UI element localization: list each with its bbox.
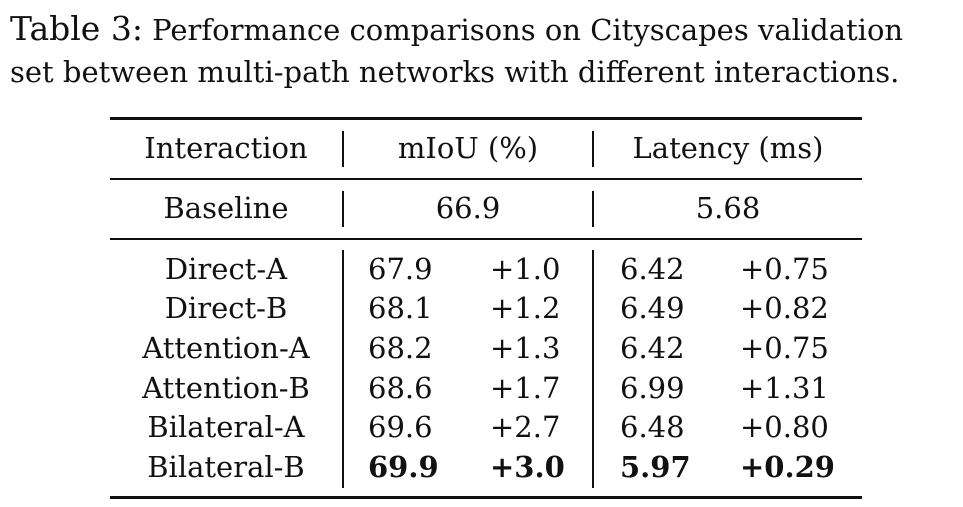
caption-label: Table 3: xyxy=(10,9,143,48)
body-separator-1 xyxy=(342,250,344,488)
row-miou: 67.9 xyxy=(368,252,433,286)
row-name: Bilateral-B xyxy=(147,450,305,484)
row-miou: 68.6 xyxy=(368,371,433,405)
row-latency-delta: +0.75 xyxy=(740,252,829,286)
header-bottom-rule xyxy=(110,178,862,180)
row-miou-best: 69.9 xyxy=(368,450,439,484)
caption-line-2: set between multi-path networks with dif… xyxy=(10,55,900,89)
row-miou: 69.6 xyxy=(368,410,433,444)
table-top-rule xyxy=(110,117,862,120)
baseline-name: Baseline xyxy=(163,191,289,225)
row-latency-delta: +0.75 xyxy=(740,331,829,365)
row-name: Direct-B xyxy=(164,291,288,325)
row-latency: 6.42 xyxy=(620,331,685,365)
header-separator-2 xyxy=(592,131,594,167)
row-latency-best: 5.97 xyxy=(620,450,691,484)
row-name: Attention-A xyxy=(142,331,310,365)
caption-text-1: Performance comparisons on Cityscapes va… xyxy=(152,13,904,47)
row-name: Bilateral-A xyxy=(147,410,305,444)
row-miou: 68.1 xyxy=(368,291,433,325)
row-miou-delta: +1.7 xyxy=(490,371,561,405)
row-name: Direct-A xyxy=(164,252,288,286)
row-miou-delta: +2.7 xyxy=(490,410,561,444)
row-latency-delta-best: +0.29 xyxy=(740,450,835,484)
header-interaction: Interaction xyxy=(144,131,308,165)
table-bottom-rule xyxy=(110,496,862,499)
header-latency: Latency (ms) xyxy=(632,131,824,165)
header-miou: mIoU (%) xyxy=(397,131,539,165)
row-latency-delta: +0.82 xyxy=(740,291,829,325)
caption-line-1: Table 3: Performance comparisons on City… xyxy=(10,8,960,51)
baseline-separator-1 xyxy=(342,191,344,227)
row-latency: 6.48 xyxy=(620,410,685,444)
header-separator-1 xyxy=(342,131,344,167)
row-name: Attention-B xyxy=(142,371,310,405)
body-separator-2 xyxy=(592,250,594,488)
baseline-miou: 66.9 xyxy=(435,191,501,225)
baseline-bottom-rule xyxy=(110,238,862,240)
row-miou-delta: +1.2 xyxy=(490,291,561,325)
row-miou-delta: +1.0 xyxy=(490,252,561,286)
baseline-separator-2 xyxy=(592,191,594,227)
row-latency: 6.99 xyxy=(620,371,685,405)
row-miou: 68.2 xyxy=(368,331,433,365)
row-latency-delta: +0.80 xyxy=(740,410,829,444)
row-miou-delta-best: +3.0 xyxy=(490,450,565,484)
row-miou-delta: +1.3 xyxy=(490,331,561,365)
baseline-latency: 5.68 xyxy=(695,191,761,225)
row-latency: 6.49 xyxy=(620,291,685,325)
table-caption: Table 3: Performance comparisons on City… xyxy=(10,8,960,93)
row-latency-delta: +1.31 xyxy=(740,371,829,405)
row-latency: 6.42 xyxy=(620,252,685,286)
